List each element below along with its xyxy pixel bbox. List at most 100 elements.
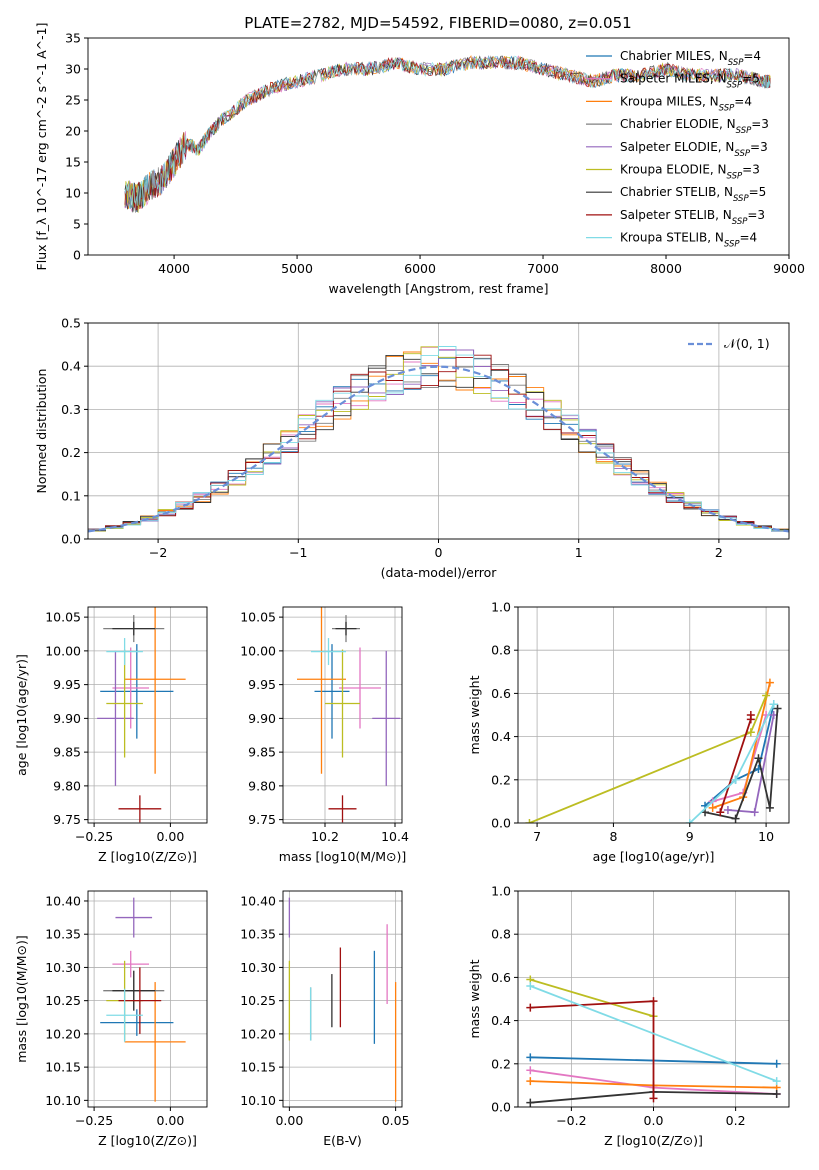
weight-vs-age-plot-area	[525, 678, 782, 823]
mass-vs-EBV-axes-frame	[282, 890, 403, 1108]
residuals-histogram	[88, 346, 789, 532]
legend-label: Kroupa STELIB, NSSP=4	[620, 231, 757, 250]
age-vs-mass-xlabel: mass [log10(M/M⊙)]	[279, 849, 407, 864]
weight-vs-age-point-marker	[765, 803, 774, 812]
weight-vs-age-xtick-label: 9	[686, 829, 694, 844]
spectrum-xtick-label: 5000	[281, 261, 313, 276]
weight-vs-Z-point-marker	[526, 1003, 535, 1012]
residuals-ytick-label: 0.3	[61, 402, 81, 417]
spectrum-xtick-label: 4000	[158, 261, 190, 276]
mass-vs-Z-ylabel: mass [log10(M/M⊙)]	[14, 935, 29, 1063]
spectrum-xtick-label: 6000	[404, 261, 436, 276]
weight-vs-age-ytick-label: 0.8	[491, 643, 511, 658]
weight-vs-Z-xtick-label: 0.0	[644, 1113, 664, 1128]
spectrum-xtick-label: 9000	[773, 261, 805, 276]
age-vs-mass-ytick-label: 9.80	[248, 778, 276, 793]
spectrum-plot-area	[124, 55, 771, 213]
weight-vs-age-point-marker	[723, 806, 732, 815]
mass-vs-EBV-ytick-label: 10.10	[240, 1093, 276, 1108]
spectrum-ytick-label: 15	[65, 155, 81, 170]
weight-vs-age-point-marker	[746, 711, 755, 719]
mass-vs-EBV-ytick-label: 10.30	[240, 960, 276, 975]
spectrum-ytick-label: 30	[65, 62, 81, 77]
mass-vs-EBV-xtick-label: 0.00	[275, 1113, 303, 1128]
spectrum-ytick-label: 0	[73, 248, 81, 263]
age-vs-Z-ytick-label: 9.95	[53, 677, 81, 692]
weight-vs-age-ytick-label: 1.0	[491, 600, 511, 615]
spectrum-axes-frame	[87, 37, 790, 256]
age-vs-Z-ytick-label: 10.00	[45, 643, 81, 658]
mass-vs-Z-xtick-label: −0.25	[75, 1113, 113, 1128]
weight-vs-Z-series-line	[530, 978, 654, 1018]
spectrum-ytick-label: 10	[65, 186, 81, 201]
weight-vs-age-point-marker	[708, 803, 717, 812]
weight-vs-Z-ytick-label: 0.4	[491, 1013, 511, 1028]
spectrum-ylabel: Flux [f_λ 10^-17 erg cm^-2 s^-1 A^-1]	[34, 23, 49, 271]
age-vs-mass-ytick-label: 9.90	[248, 711, 276, 726]
weight-vs-age-point-marker	[746, 728, 755, 737]
weight-vs-age-point-marker	[525, 819, 534, 823]
weight-vs-Z-ytick-label: 1.0	[491, 884, 511, 899]
age-vs-mass-plot-area	[297, 607, 401, 823]
mass-vs-EBV-ytick-label: 10.40	[240, 893, 276, 908]
weight-vs-Z-point-marker	[649, 997, 658, 1006]
age-vs-mass-ytick-label: 9.85	[248, 745, 276, 760]
weight-vs-Z-point-marker	[526, 982, 535, 991]
legend-label: Kroupa MILES, NSSP=4	[620, 94, 752, 113]
age-vs-mass-axes-frame	[282, 606, 403, 824]
weight-vs-Z-xlabel: Z [log10(Z/Z⊙)]	[604, 1133, 703, 1148]
weight-vs-Z-ylabel: mass weight	[467, 959, 482, 1038]
residuals-xtick-label: 2	[715, 545, 723, 560]
age-vs-Z-axes-frame	[87, 606, 208, 824]
spectrum-ytick-label: 35	[65, 31, 81, 46]
age-vs-Z-ytick-label: 10.05	[45, 610, 81, 625]
spectrum-ytick-label: 5	[73, 217, 81, 232]
mass-vs-EBV-ytick-label: 10.35	[240, 927, 276, 942]
residuals-xlabel: (data-model)/error	[381, 565, 498, 580]
mass-vs-Z-xlabel: Z [log10(Z/Z⊙)]	[98, 1133, 197, 1148]
weight-vs-age-ytick-label: 0.4	[491, 729, 511, 744]
weight-vs-Z-point-marker	[526, 1053, 535, 1062]
weight-vs-age-point-marker	[685, 819, 694, 823]
age-vs-Z-ylabel: age [log10(age/yr)]	[14, 654, 29, 776]
spectrum-xtick-label: 8000	[650, 261, 682, 276]
weight-vs-age-point-marker	[731, 814, 740, 823]
mass-vs-EBV-ytick-label: 10.20	[240, 1026, 276, 1041]
age-vs-Z-ytick-label: 9.90	[53, 711, 81, 726]
figure-title: PLATE=2782, MJD=54592, FIBERID=0080, z=0…	[244, 14, 631, 32]
weight-vs-Z-xtick-label: 0.2	[726, 1113, 746, 1128]
mass-vs-Z-ytick-label: 10.25	[45, 993, 81, 1008]
legend-label: Chabrier STELIB, NSSP=5	[620, 185, 766, 204]
legend-label: Kroupa ELODIE, NSSP=3	[620, 163, 760, 182]
weight-vs-age-point-marker	[773, 704, 782, 713]
age-vs-mass-ytick-label: 10.05	[240, 610, 276, 625]
spectrum-ytick-label: 25	[65, 93, 81, 108]
mass-vs-Z-axes-frame	[87, 890, 208, 1108]
weight-vs-age-ytick-label: 0.6	[491, 686, 511, 701]
weight-vs-Z-series-line	[529, 985, 778, 1082]
residuals-ytick-label: 0.5	[61, 316, 81, 331]
weight-vs-age-point-marker	[754, 754, 763, 763]
weight-vs-Z-ytick-label: 0.2	[491, 1056, 511, 1071]
spectrum-series-line	[124, 55, 771, 209]
age-vs-Z-xtick-label: 0.00	[156, 829, 184, 844]
mass-vs-EBV-ytick-label: 10.15	[240, 1060, 276, 1075]
age-vs-mass-xtick-label: 10.4	[381, 829, 409, 844]
residuals-xtick-label: 1	[575, 545, 583, 560]
mass-vs-Z-ytick-label: 10.20	[45, 1026, 81, 1041]
legend-label: Chabrier MILES, NSSP=4	[620, 49, 761, 68]
residuals-ytick-label: 0.1	[61, 488, 81, 503]
age-vs-Z-ytick-label: 9.85	[53, 745, 81, 760]
residuals-ytick-label: 0.2	[61, 445, 81, 460]
mass-vs-EBV-xlabel: E(B-V)	[323, 1133, 362, 1148]
spectrum-series-line	[124, 56, 771, 211]
age-vs-mass-xtick-label: 10.2	[311, 829, 339, 844]
spectrum-ytick-label: 20	[65, 124, 81, 139]
legend-reference-label: 𝒩(0, 1)	[724, 336, 770, 351]
weight-vs-age-point-marker	[762, 691, 771, 700]
mass-vs-EBV-xtick-label: 0.05	[382, 1113, 410, 1128]
spectrum-xtick-label: 7000	[527, 261, 559, 276]
weight-vs-Z-xtick-label: −0.2	[556, 1113, 586, 1128]
age-vs-Z-ytick-label: 9.80	[53, 778, 81, 793]
